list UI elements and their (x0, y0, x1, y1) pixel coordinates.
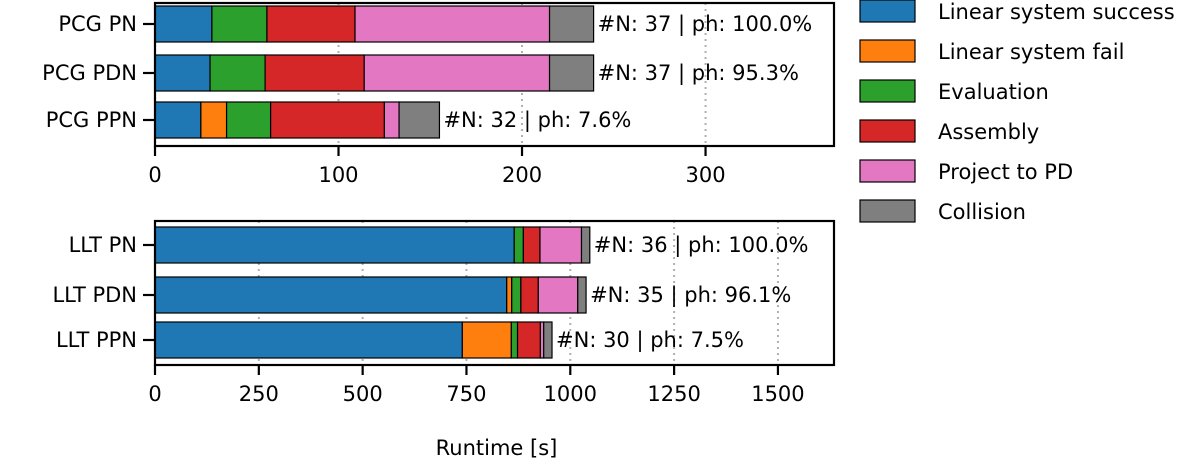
bar-segment (520, 276, 539, 314)
category-label: LLT PN (69, 233, 137, 257)
plot-frame (153, 1, 836, 148)
bar-segment (548, 5, 595, 43)
legend-swatch (859, 119, 916, 143)
legend-label: Evaluation (938, 80, 1049, 104)
bar-segment (383, 101, 400, 139)
x-tick-label: 1000 (544, 382, 597, 406)
legend-swatch (859, 199, 916, 223)
legend-swatch (859, 0, 916, 23)
bar-segment (154, 321, 463, 359)
category-label: PCG PPN (46, 108, 137, 132)
plot-frame (153, 219, 836, 367)
category-label: LLT PPN (56, 328, 137, 352)
bar-segment (577, 276, 587, 314)
x-tick-label: 300 (685, 163, 725, 187)
bar-segment (461, 321, 512, 359)
bar-segment (580, 226, 591, 264)
legend-swatch (859, 159, 916, 183)
bar-segment (264, 54, 365, 92)
bar-segment (154, 276, 508, 314)
bar-segment (513, 226, 524, 264)
bar-annotation: #N: 32 | ph: 7.6% (443, 108, 631, 133)
bar-segment (154, 226, 515, 264)
x-tick-label: 0 (148, 163, 161, 187)
category-label: PCG PN (58, 12, 137, 36)
bar-segment (506, 276, 513, 314)
bar-segment (537, 276, 579, 314)
bar-segment (200, 101, 228, 139)
bar-annotation: #N: 36 | ph: 100.0% (594, 233, 809, 258)
legend-label: Assembly (938, 120, 1039, 144)
chart-panel-2: #N: 36 | ph: 100.0% LLT PN #N: 35 | ph: 96… (52, 219, 836, 460)
bar-annotation: #N: 30 | ph: 7.5% (556, 328, 744, 353)
legend-swatch (859, 39, 916, 63)
bar-segment (539, 226, 583, 264)
x-axis-label: Runtime [s] (436, 436, 558, 460)
bar-segment (511, 276, 522, 314)
bar-segment (398, 101, 441, 139)
x-tick-label: 1250 (647, 382, 700, 406)
bar-segment (510, 321, 519, 359)
bar-segment (548, 54, 595, 92)
legend: Linear system success Linear system fail E… (859, 0, 1175, 224)
bar-segment (211, 5, 268, 43)
bar-segment (266, 5, 356, 43)
bar-segment (270, 101, 385, 139)
legend-label: Project to PD (938, 160, 1073, 184)
category-label: LLT PDN (52, 283, 137, 307)
category-label: PCG PDN (42, 61, 137, 85)
bar-segment (154, 54, 211, 92)
legend-label: Collision (938, 200, 1026, 224)
bar-segment (363, 54, 551, 92)
x-tick-label: 500 (343, 382, 383, 406)
x-tick-label: 750 (446, 382, 486, 406)
legend-label: Linear system success (938, 0, 1175, 24)
bar-annotation: #N: 37 | ph: 100.0% (598, 12, 813, 37)
x-tick-label: 100 (318, 163, 358, 187)
bar-segment (543, 321, 553, 359)
bar-segment (209, 54, 266, 92)
bar-annotation: #N: 35 | ph: 96.1% (590, 283, 791, 308)
bar-segment (516, 321, 541, 359)
legend-label: Linear system fail (938, 40, 1124, 64)
bar-segment (522, 226, 541, 264)
legend-swatch (859, 79, 916, 103)
bar-segment (154, 101, 202, 139)
x-tick-label: 0 (148, 382, 161, 406)
bar-segment (154, 5, 213, 43)
x-tick-label: 1500 (751, 382, 804, 406)
chart-panel-1: #N: 37 | ph: 100.0% PCG PN #N: 37 | ph: 95… (42, 1, 836, 187)
bar-segment (225, 101, 272, 139)
x-tick-label: 200 (502, 163, 542, 187)
x-tick-label: 250 (239, 382, 279, 406)
bar-segment (354, 5, 551, 43)
bar-annotation: #N: 37 | ph: 95.3% (598, 61, 799, 86)
